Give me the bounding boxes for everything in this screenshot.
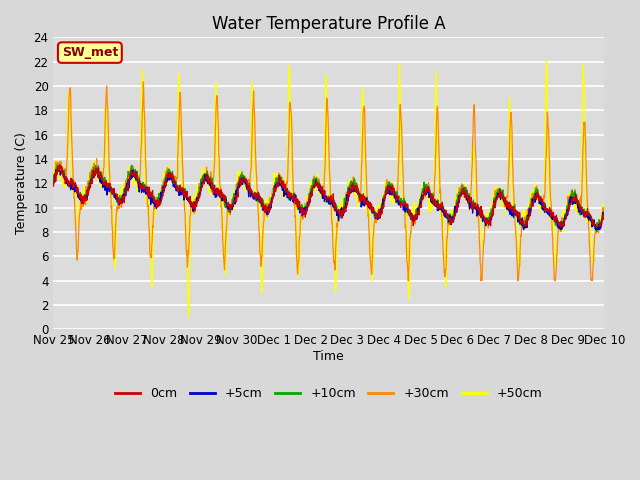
Title: Water Temperature Profile A: Water Temperature Profile A [212, 15, 445, 33]
Y-axis label: Temperature (C): Temperature (C) [15, 132, 28, 234]
Legend: 0cm, +5cm, +10cm, +30cm, +50cm: 0cm, +5cm, +10cm, +30cm, +50cm [111, 382, 547, 405]
X-axis label: Time: Time [314, 350, 344, 363]
Text: SW_met: SW_met [61, 46, 118, 59]
